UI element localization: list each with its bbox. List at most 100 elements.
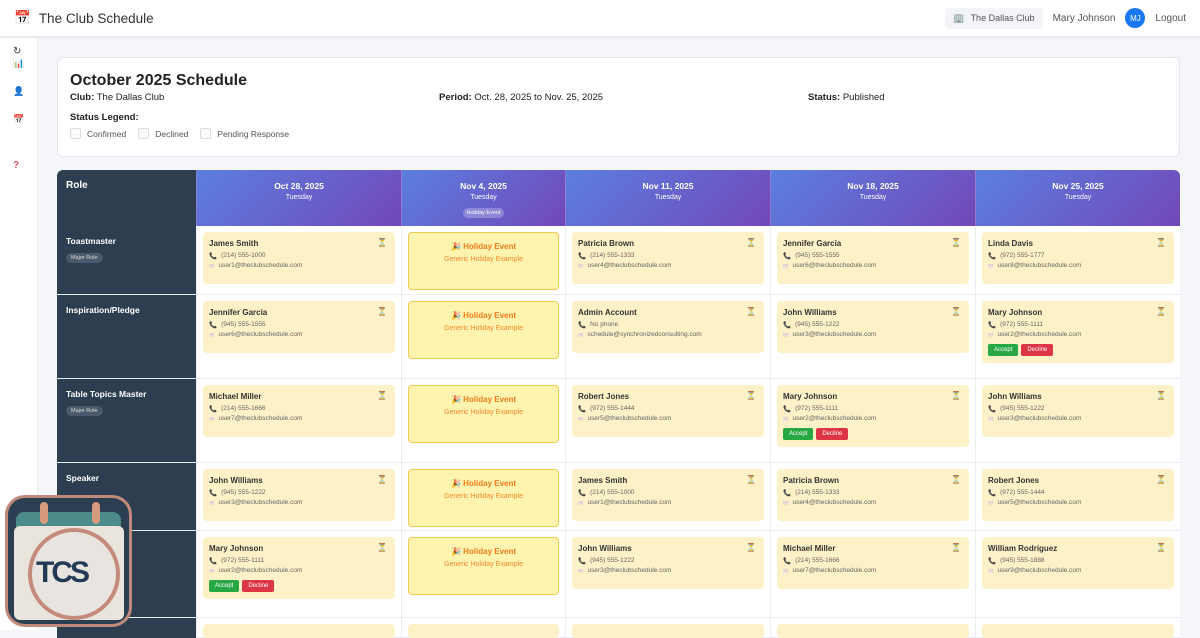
hourglass-icon: ⏳ (1156, 391, 1166, 400)
member-name: Mary Johnson (988, 308, 1043, 317)
member-name: Robert Jones (988, 476, 1040, 485)
assignment-card[interactable]: Linda Davis ⏳ 📞 (972) 555-1777 ✉ user8@theclu… (982, 232, 1174, 284)
member-phone: (972) 555-1111 (1000, 321, 1044, 328)
member-email[interactable]: user5@theclubschedule.com (997, 499, 1082, 506)
schedule-cell: Michael Miller ⏳ 📞 (214) 555-1666 ✉ user7@the… (196, 379, 401, 462)
assignment-card[interactable]: Jennifer Garcia ⏳ 📞 (945) 555-1555 ✉ user6@th… (777, 232, 969, 284)
decline-button[interactable]: Decline (242, 580, 275, 592)
assignment-card[interactable]: Jennifer Garcia ⏳ 📞 (945) 555-1555 ✉ user6@th… (203, 301, 395, 353)
member-email[interactable]: user3@theclubschedule.com (218, 499, 303, 506)
avatar[interactable]: MJ (1125, 8, 1146, 28)
phone-icon: 📞 (988, 490, 997, 497)
decline-button[interactable]: Decline (1021, 344, 1054, 356)
accept-button[interactable]: Accept (783, 428, 814, 440)
holiday-title: Holiday Event (463, 547, 517, 556)
logout-link[interactable]: Logout (1155, 12, 1186, 24)
assignment-card[interactable]: Mary Johnson ⏳ 📞 (972) 555-1111 ✉ user2@thecl… (777, 385, 969, 447)
assignment-card[interactable]: Mary Johnson ⏳ 📞 (972) 555-1111 ✉ user2@thecl… (203, 537, 395, 599)
member-email[interactable]: schedule@synchronizedconsulting.com (587, 331, 702, 338)
date: Oct 28, 2025 (274, 181, 324, 191)
schedule-cell: Jennifer Garcia ⏳ 📞 (945) 555-1555 ✉ user6@th… (770, 226, 975, 294)
app-title: The Club Schedule (38, 10, 154, 26)
assignment-card[interactable]: John Williams ⏳ 📞 (945) 555-1222 ✉ user3@thec… (572, 537, 764, 589)
holiday-subtitle: Generic Holiday Example (444, 561, 523, 568)
email-icon: ✉ (209, 500, 215, 507)
phone-icon: 📞 (783, 253, 792, 260)
email-icon: ✉ (209, 568, 215, 575)
assignment-card[interactable]: Robert Jones ⏳ 📞 (972) 555-1444 ✉ user5@thecl… (982, 469, 1174, 521)
schedule-cell: 🎉 Holiday Event Generic Holiday Example (401, 463, 565, 530)
member-phone: (214) 555-1666 (221, 405, 266, 412)
holiday-title: Holiday Event (463, 311, 517, 320)
user-icon[interactable]: 👤 (13, 86, 25, 96)
hourglass-icon: ⏳ (746, 307, 756, 316)
table-row: Inspiration/Pledge Jennifer Garcia ⏳ 📞 (945)… (57, 295, 1180, 379)
member-email[interactable]: user4@theclubschedule.com (587, 262, 672, 269)
member-email[interactable]: user8@theclubschedule.com (997, 262, 1082, 269)
member-email[interactable]: user6@theclubschedule.com (792, 262, 877, 269)
schedule-cell: James Smith ⏳ 📞 (214) 555-1000 ✉ user1@theclu… (196, 226, 401, 294)
assignment-card[interactable]: John Williams ⏳ 📞 (945) 555-1222 ✉ user3@thec… (982, 385, 1174, 437)
member-email[interactable]: user6@theclubschedule.com (218, 331, 303, 338)
member-email[interactable]: user3@theclubschedule.com (587, 567, 672, 574)
assignment-card[interactable]: Robert Jones ⏳ 📞 (972) 555-1444 ✉ user5@thecl… (572, 385, 764, 437)
member-phone: (945) 555-1555 (795, 252, 840, 259)
member-email[interactable]: user7@theclubschedule.com (792, 567, 877, 574)
assignment-card[interactable]: Patricia Brown ⏳ 📞 (214) 555-1333 ✉ user4@the… (777, 469, 969, 521)
member-email[interactable]: user3@theclubschedule.com (997, 415, 1082, 422)
assignment-card[interactable]: Michael Miller ⏳ 📞 (214) 555-1666 ✉ user7@the… (777, 537, 969, 589)
member-email[interactable]: user5@theclubschedule.com (587, 415, 672, 422)
assignment-card[interactable]: John Williams ⏳ 📞 (945) 555-1222 ✉ user3@thec… (203, 469, 395, 521)
assignment-card[interactable]: Patricia Brown ⏳ 📞 (214) 555-1333 ✉ user4@the… (572, 232, 764, 284)
email-icon: ✉ (988, 500, 994, 507)
schedule-cell: James Smith ⏳ 📞 (214) 555-1000 ✉ user1@theclu… (565, 463, 770, 530)
schedule-cell: Robert Jones ⏳ 📞 (972) 555-1444 ✉ user5@thecl… (975, 463, 1180, 530)
phone-icon: 📞 (988, 322, 997, 329)
chart-icon[interactable]: 📊 (13, 58, 25, 68)
assignment-card[interactable]: William Rodriguez ⏳ 📞 (945) 555-1888 ✉ user9@… (982, 537, 1174, 589)
legend-title: Status Legend: (70, 112, 139, 123)
member-email[interactable]: user2@theclubschedule.com (997, 331, 1082, 338)
phone-icon: 📞 (783, 322, 792, 329)
member-phone: (945) 555-1888 (1000, 557, 1045, 564)
schedule-cell: 🎉 Holiday Event Generic Holiday Example (401, 531, 565, 617)
accept-button[interactable]: Accept (988, 344, 1019, 356)
assignment-card[interactable]: Michael Miller ⏳ 📞 (214) 555-1666 ✉ user7@the… (203, 385, 395, 437)
member-phone: (214) 555-1666 (795, 557, 840, 564)
member-email[interactable]: user4@theclubschedule.com (792, 499, 877, 506)
assignment-card[interactable]: John Williams ⏳ 📞 (945) 555-1222 ✉ user3@thec… (777, 301, 969, 353)
status-info: Status: Published (808, 92, 885, 103)
member-name: Patricia Brown (783, 476, 840, 485)
decline-button[interactable]: Decline (816, 428, 849, 440)
assignment-card[interactable]: James Smith ⏳ 📞 (214) 555-1000 ✉ user1@theclu… (572, 469, 764, 521)
help-icon[interactable]: ? (13, 160, 20, 171)
date-column-header: Nov 11, 2025 Tuesday (565, 170, 770, 226)
member-email[interactable]: user1@theclubschedule.com (218, 262, 303, 269)
hourglass-icon: ⏳ (746, 238, 756, 247)
member-email[interactable]: user3@theclubschedule.com (792, 331, 877, 338)
member-email[interactable]: user1@theclubschedule.com (587, 499, 672, 506)
member-email[interactable]: user2@theclubschedule.com (792, 415, 877, 422)
schedule-cell: 🎉 Holiday Event Generic Holiday Example (401, 379, 565, 462)
club-selector[interactable]: 🏢 The Dallas Club (945, 7, 1043, 29)
member-name: Linda Davis (988, 239, 1033, 248)
member-phone: (945) 555-1222 (221, 489, 266, 496)
member-name: Michael Miller (209, 392, 262, 401)
hourglass-icon: ⏳ (377, 238, 387, 247)
member-email[interactable]: user2@theclubschedule.com (218, 567, 303, 574)
accept-button[interactable]: Accept (209, 580, 240, 592)
app-brand[interactable]: 📅 The Club Schedule (14, 10, 154, 26)
holiday-title: Holiday Event (463, 395, 517, 404)
calendar-icon[interactable]: 📅 (13, 114, 25, 124)
assignment-card[interactable]: James Smith ⏳ 📞 (214) 555-1000 ✉ user1@theclu… (203, 232, 395, 284)
date: Nov 4, 2025 (460, 181, 507, 191)
phone-icon: 📞 (578, 406, 587, 413)
tcs-logo: TCS (5, 495, 132, 627)
assignment-card[interactable]: Admin Account ⏳ 📞 No phone ✉ schedule@synchro… (572, 301, 764, 353)
assignment-card[interactable]: Mary Johnson ⏳ 📞 (972) 555-1111 ✉ user2@thecl… (982, 301, 1174, 363)
email-icon: ✉ (578, 500, 584, 507)
member-email[interactable]: user7@theclubschedule.com (218, 415, 303, 422)
hourglass-icon: ⏳ (951, 307, 961, 316)
refresh-icon[interactable]: ↻ (13, 46, 22, 57)
member-email[interactable]: user9@theclubschedule.com (997, 567, 1082, 574)
